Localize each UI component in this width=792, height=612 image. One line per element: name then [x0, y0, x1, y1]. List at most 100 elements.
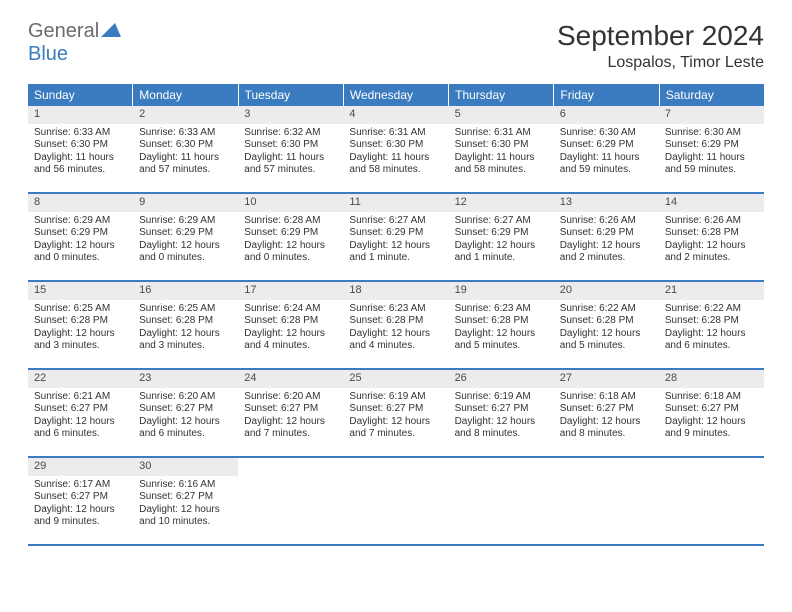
day-body: Sunrise: 6:29 AMSunset: 6:29 PMDaylight:…: [133, 212, 238, 270]
sunset-line: Sunset: 6:30 PM: [349, 139, 442, 152]
day-cell: [343, 458, 448, 544]
sunset-line: Sunset: 6:27 PM: [349, 403, 442, 416]
day-cell: 9Sunrise: 6:29 AMSunset: 6:29 PMDaylight…: [133, 194, 238, 280]
day-body: Sunrise: 6:31 AMSunset: 6:30 PMDaylight:…: [343, 124, 448, 182]
sunset-line: Sunset: 6:27 PM: [34, 491, 127, 504]
sunrise-line: Sunrise: 6:33 AM: [139, 127, 232, 140]
sunset-line: Sunset: 6:28 PM: [665, 315, 758, 328]
day-body: Sunrise: 6:33 AMSunset: 6:30 PMDaylight:…: [28, 124, 133, 182]
sunrise-line: Sunrise: 6:18 AM: [560, 391, 653, 404]
sunrise-line: Sunrise: 6:20 AM: [244, 391, 337, 404]
logo-text: General Blue: [28, 20, 121, 66]
page-subtitle: Lospalos, Timor Leste: [557, 54, 764, 72]
sunset-line: Sunset: 6:28 PM: [560, 315, 653, 328]
sunrise-line: Sunrise: 6:25 AM: [34, 303, 127, 316]
calendar: SundayMondayTuesdayWednesdayThursdayFrid…: [28, 84, 764, 546]
day-number: 8: [28, 194, 133, 212]
day-number: 23: [133, 370, 238, 388]
header: General Blue September 2024 Lospalos, Ti…: [28, 20, 764, 72]
sunrise-line: Sunrise: 6:30 AM: [665, 127, 758, 140]
day-body: Sunrise: 6:24 AMSunset: 6:28 PMDaylight:…: [238, 300, 343, 358]
sunrise-line: Sunrise: 6:17 AM: [34, 479, 127, 492]
day-body: Sunrise: 6:29 AMSunset: 6:29 PMDaylight:…: [28, 212, 133, 270]
day-cell: 18Sunrise: 6:23 AMSunset: 6:28 PMDayligh…: [343, 282, 448, 368]
week-row: 15Sunrise: 6:25 AMSunset: 6:28 PMDayligh…: [28, 282, 764, 370]
sunrise-line: Sunrise: 6:19 AM: [455, 391, 548, 404]
day-number: 28: [659, 370, 764, 388]
daylight-line: Daylight: 12 hours and 7 minutes.: [349, 416, 442, 441]
sunset-line: Sunset: 6:27 PM: [139, 403, 232, 416]
daylight-line: Daylight: 12 hours and 0 minutes.: [34, 240, 127, 265]
day-cell: 1Sunrise: 6:33 AMSunset: 6:30 PMDaylight…: [28, 106, 133, 192]
sunrise-line: Sunrise: 6:27 AM: [349, 215, 442, 228]
sunset-line: Sunset: 6:29 PM: [244, 227, 337, 240]
day-cell: 29Sunrise: 6:17 AMSunset: 6:27 PMDayligh…: [28, 458, 133, 544]
day-body: Sunrise: 6:23 AMSunset: 6:28 PMDaylight:…: [343, 300, 448, 358]
day-cell: [449, 458, 554, 544]
day-number: 15: [28, 282, 133, 300]
day-cell: 5Sunrise: 6:31 AMSunset: 6:30 PMDaylight…: [449, 106, 554, 192]
day-body: Sunrise: 6:25 AMSunset: 6:28 PMDaylight:…: [28, 300, 133, 358]
sunrise-line: Sunrise: 6:31 AM: [349, 127, 442, 140]
daylight-line: Daylight: 11 hours and 59 minutes.: [665, 152, 758, 177]
day-cell: 12Sunrise: 6:27 AMSunset: 6:29 PMDayligh…: [449, 194, 554, 280]
day-body: Sunrise: 6:30 AMSunset: 6:29 PMDaylight:…: [554, 124, 659, 182]
daylight-line: Daylight: 12 hours and 4 minutes.: [244, 328, 337, 353]
daylight-line: Daylight: 12 hours and 5 minutes.: [560, 328, 653, 353]
sunrise-line: Sunrise: 6:26 AM: [560, 215, 653, 228]
day-body: Sunrise: 6:19 AMSunset: 6:27 PMDaylight:…: [449, 388, 554, 446]
week-row: 29Sunrise: 6:17 AMSunset: 6:27 PMDayligh…: [28, 458, 764, 546]
day-body: Sunrise: 6:32 AMSunset: 6:30 PMDaylight:…: [238, 124, 343, 182]
day-number: 24: [238, 370, 343, 388]
sunset-line: Sunset: 6:29 PM: [560, 139, 653, 152]
day-number: 14: [659, 194, 764, 212]
day-cell: [554, 458, 659, 544]
sunrise-line: Sunrise: 6:22 AM: [560, 303, 653, 316]
sunset-line: Sunset: 6:28 PM: [34, 315, 127, 328]
daylight-line: Daylight: 12 hours and 6 minutes.: [139, 416, 232, 441]
day-number: 5: [449, 106, 554, 124]
day-cell: 28Sunrise: 6:18 AMSunset: 6:27 PMDayligh…: [659, 370, 764, 456]
day-body: Sunrise: 6:17 AMSunset: 6:27 PMDaylight:…: [28, 476, 133, 534]
day-cell: 2Sunrise: 6:33 AMSunset: 6:30 PMDaylight…: [133, 106, 238, 192]
daylight-line: Daylight: 12 hours and 3 minutes.: [139, 328, 232, 353]
sunset-line: Sunset: 6:30 PM: [244, 139, 337, 152]
sunrise-line: Sunrise: 6:20 AM: [139, 391, 232, 404]
day-body: Sunrise: 6:31 AMSunset: 6:30 PMDaylight:…: [449, 124, 554, 182]
daylight-line: Daylight: 12 hours and 3 minutes.: [34, 328, 127, 353]
daylight-line: Daylight: 12 hours and 5 minutes.: [455, 328, 548, 353]
day-cell: 13Sunrise: 6:26 AMSunset: 6:29 PMDayligh…: [554, 194, 659, 280]
day-of-week-cell: Saturday: [660, 84, 764, 106]
day-cell: 11Sunrise: 6:27 AMSunset: 6:29 PMDayligh…: [343, 194, 448, 280]
day-number: 17: [238, 282, 343, 300]
daylight-line: Daylight: 12 hours and 8 minutes.: [455, 416, 548, 441]
sunrise-line: Sunrise: 6:32 AM: [244, 127, 337, 140]
daylight-line: Daylight: 12 hours and 4 minutes.: [349, 328, 442, 353]
daylight-line: Daylight: 12 hours and 2 minutes.: [665, 240, 758, 265]
sunrise-line: Sunrise: 6:28 AM: [244, 215, 337, 228]
day-cell: 21Sunrise: 6:22 AMSunset: 6:28 PMDayligh…: [659, 282, 764, 368]
day-body: Sunrise: 6:26 AMSunset: 6:28 PMDaylight:…: [659, 212, 764, 270]
day-number: 20: [554, 282, 659, 300]
daylight-line: Daylight: 11 hours and 58 minutes.: [349, 152, 442, 177]
sunrise-line: Sunrise: 6:18 AM: [665, 391, 758, 404]
sunrise-line: Sunrise: 6:31 AM: [455, 127, 548, 140]
day-cell: [659, 458, 764, 544]
day-body: Sunrise: 6:22 AMSunset: 6:28 PMDaylight:…: [659, 300, 764, 358]
day-cell: 24Sunrise: 6:20 AMSunset: 6:27 PMDayligh…: [238, 370, 343, 456]
sunrise-line: Sunrise: 6:21 AM: [34, 391, 127, 404]
daylight-line: Daylight: 12 hours and 9 minutes.: [665, 416, 758, 441]
sunrise-line: Sunrise: 6:29 AM: [139, 215, 232, 228]
sunrise-line: Sunrise: 6:16 AM: [139, 479, 232, 492]
day-body: Sunrise: 6:30 AMSunset: 6:29 PMDaylight:…: [659, 124, 764, 182]
day-body: Sunrise: 6:22 AMSunset: 6:28 PMDaylight:…: [554, 300, 659, 358]
day-cell: 7Sunrise: 6:30 AMSunset: 6:29 PMDaylight…: [659, 106, 764, 192]
day-number: 22: [28, 370, 133, 388]
day-of-week-cell: Friday: [554, 84, 659, 106]
day-number: 27: [554, 370, 659, 388]
sunset-line: Sunset: 6:30 PM: [455, 139, 548, 152]
day-of-week-row: SundayMondayTuesdayWednesdayThursdayFrid…: [28, 84, 764, 106]
daylight-line: Daylight: 12 hours and 1 minute.: [455, 240, 548, 265]
day-body: Sunrise: 6:18 AMSunset: 6:27 PMDaylight:…: [659, 388, 764, 446]
sunrise-line: Sunrise: 6:23 AM: [455, 303, 548, 316]
